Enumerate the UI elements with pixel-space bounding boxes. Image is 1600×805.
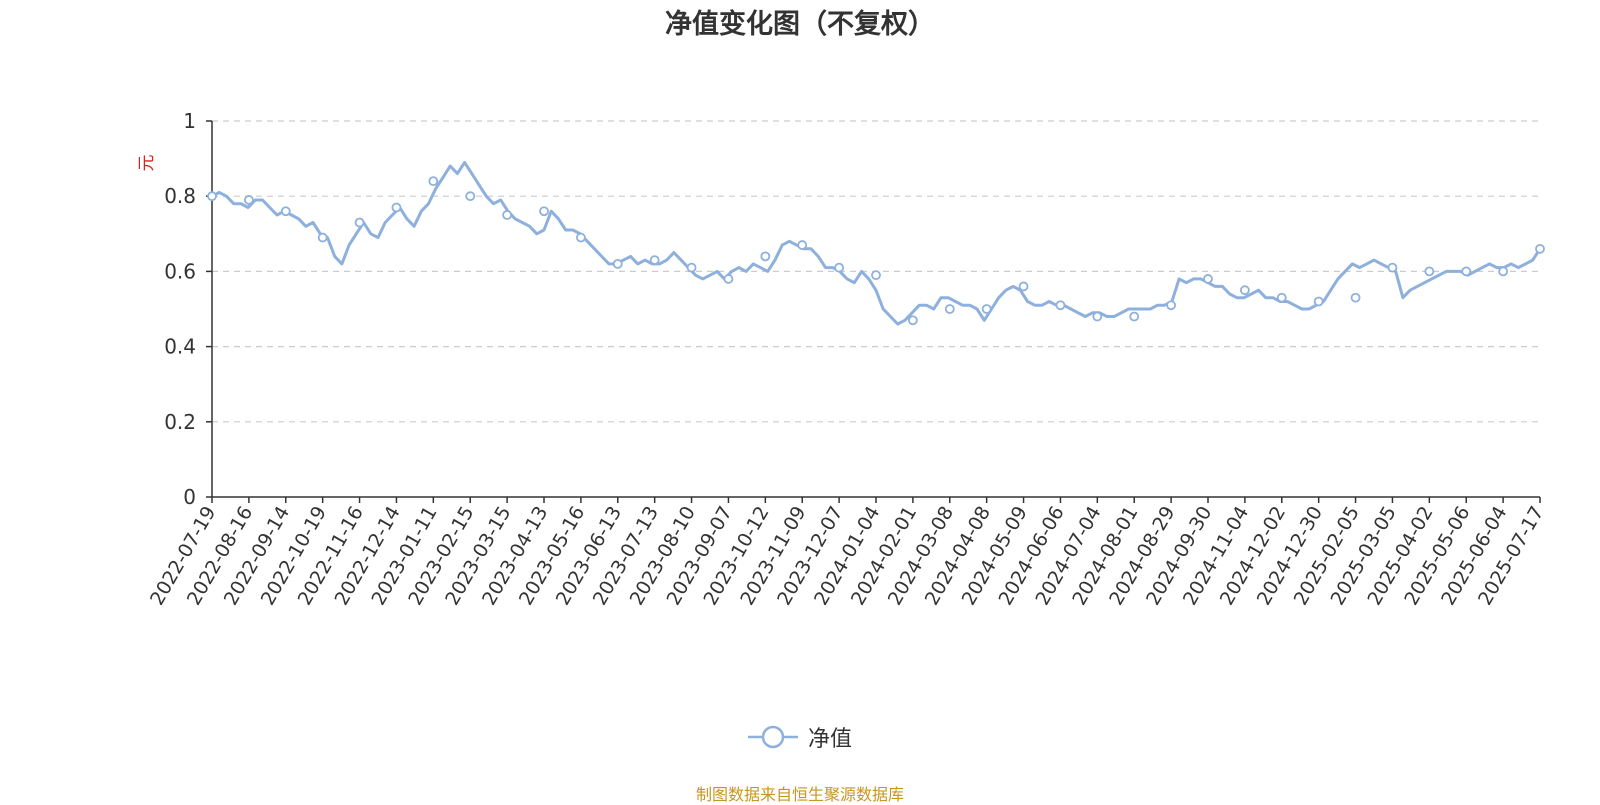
y-tick-label: 1 [183,109,196,133]
data-point[interactable] [612,258,623,269]
y-tick-label: 0 [183,485,196,509]
data-point[interactable] [1018,281,1029,292]
y-tick-label: 0.4 [164,335,196,359]
data-point[interactable] [1129,311,1140,322]
data-point[interactable] [391,202,402,213]
data-point[interactable] [981,304,992,314]
legend-label: 净值 [808,727,853,752]
data-point[interactable] [1239,285,1250,296]
data-point[interactable] [1350,292,1361,303]
legend[interactable]: 净值 [748,722,852,752]
data-point[interactable] [723,274,734,284]
data-point[interactable] [944,304,955,314]
axes [206,120,1541,503]
y-tick-label: 0.6 [164,259,196,283]
chart-title: 净值变化图（不复权） [665,9,935,40]
y-tick-labels: 0 0.2 0.4 0.6 0.8 1 [164,109,196,509]
data-point[interactable] [797,240,808,250]
x-tick-labels: 2022-07-192022-08-162022-09-142022-10-19… [146,502,1548,609]
data-point[interactable] [871,270,881,281]
data-point[interactable] [243,195,254,205]
data-point[interactable] [1203,274,1213,284]
data-point[interactable] [465,191,476,202]
data-point[interactable] [502,210,513,220]
data-point[interactable] [575,232,586,243]
circle-line-icon [748,725,798,749]
series-line [210,160,1542,326]
data-point[interactable] [834,262,845,273]
data-point[interactable] [1498,266,1509,277]
y-tick-label: 0.2 [164,410,196,434]
data-point[interactable] [280,206,291,217]
data-point[interactable] [207,191,217,202]
source-note: 制图数据来自恒生聚源数据库 [695,785,904,804]
data-point[interactable] [1055,300,1066,311]
data-point[interactable] [1092,311,1103,322]
data-point[interactable] [428,176,439,187]
data-point[interactable] [354,217,365,228]
data-point[interactable] [649,255,660,266]
y-tick-label: 0.8 [164,184,196,208]
data-point[interactable] [907,315,918,326]
data-point[interactable] [686,262,697,273]
series-markers [207,176,1545,326]
data-point[interactable] [1424,266,1435,277]
data-point[interactable] [1535,243,1545,254]
data-point[interactable] [760,251,771,262]
data-point[interactable] [1276,292,1287,303]
data-point[interactable] [539,206,549,217]
series-lines [210,160,1542,326]
data-point[interactable] [1387,262,1398,273]
data-point[interactable] [317,232,328,243]
data-point[interactable] [1166,300,1177,311]
data-point[interactable] [1461,266,1472,277]
y-axis-label: 元 [137,155,157,172]
data-point[interactable] [1313,296,1324,307]
